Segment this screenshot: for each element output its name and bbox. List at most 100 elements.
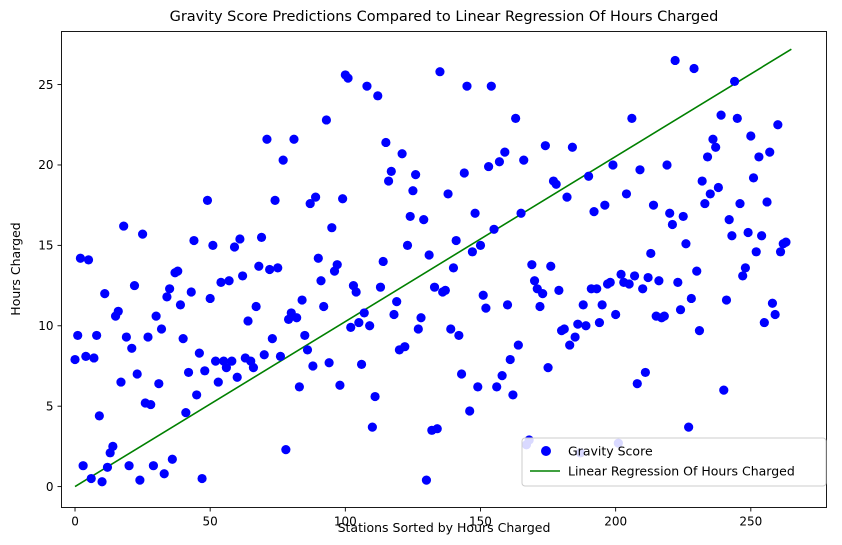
gravity-score-point [338, 194, 348, 204]
gravity-score-point [608, 160, 618, 170]
gravity-score-point [643, 272, 653, 283]
gravity-score-point [324, 358, 334, 368]
gravity-score-point [378, 256, 388, 267]
gravity-score-point [757, 231, 767, 241]
gravity-score-point [297, 295, 307, 305]
gravity-score-point [775, 247, 786, 257]
gravity-score-point [243, 316, 253, 326]
gravity-score-point [178, 334, 188, 344]
gravity-score-point [83, 255, 94, 265]
gravity-score-point [716, 110, 726, 120]
gravity-score-point [75, 253, 86, 263]
gravity-score-point [573, 319, 583, 329]
gravity-score-point [86, 473, 96, 484]
gravity-score-point [124, 461, 134, 471]
legend: Gravity Score Linear Regression Of Hours… [521, 437, 827, 487]
gravity-score-point [351, 287, 361, 297]
gravity-score-point [181, 408, 191, 418]
y-tick-label: 0 [46, 480, 54, 494]
gravity-score-point [727, 231, 737, 241]
gravity-score-point [365, 321, 375, 331]
gravity-score-point [386, 166, 396, 177]
gravity-score-point [632, 379, 642, 389]
gravity-score-point [416, 313, 426, 323]
gravity-score-point [435, 67, 445, 77]
legend-label-regression-line: Linear Regression Of Hours Charged [568, 464, 795, 479]
gravity-score-point [202, 195, 213, 205]
gravity-score-point [773, 120, 783, 130]
gravity-score-point [516, 208, 526, 218]
gravity-score-point [665, 208, 675, 218]
gravity-score-point [292, 313, 302, 323]
gravity-score-point [262, 134, 272, 144]
gravity-score-point [708, 134, 718, 144]
y-tick-label: 10 [38, 319, 53, 333]
gravity-score-point [440, 285, 450, 296]
gravity-score-point [183, 367, 194, 378]
x-axis: 0 50 100 150 200 250 [71, 507, 762, 529]
gravity-score-point [678, 211, 688, 222]
gravity-score-point [621, 189, 632, 199]
gravity-score-point [321, 115, 332, 125]
gravity-score-point [102, 462, 113, 472]
gravity-score-point [700, 198, 710, 209]
gravity-score-point [611, 309, 621, 320]
gravity-score-point [343, 73, 353, 83]
gravity-score-point [732, 113, 742, 123]
y-tick-label: 20 [38, 158, 53, 172]
gravity-score-point [719, 385, 729, 395]
gravity-score-point [559, 324, 569, 334]
gravity-score-point [205, 293, 215, 304]
gravity-score-point [270, 195, 280, 205]
gravity-score-point [535, 301, 545, 312]
gravity-score-point [256, 232, 267, 242]
gravity-score-point [743, 227, 753, 238]
gravity-score-point [210, 356, 221, 366]
gravity-score-point [554, 285, 564, 296]
gravity-score-point [346, 322, 356, 332]
y-tick-label: 15 [38, 239, 53, 253]
gravity-score-point [267, 334, 277, 344]
legend-marker-gravity-score [541, 446, 551, 456]
gravity-score-point [735, 198, 745, 209]
gravity-score-point [200, 366, 210, 376]
gravity-score-point [451, 235, 461, 246]
gravity-score-point [492, 382, 502, 392]
gravity-score-point [508, 390, 518, 400]
gravity-score-point [551, 179, 561, 189]
gravity-score-point [767, 298, 778, 308]
gravity-score-point [224, 276, 234, 286]
gravity-score-point [275, 351, 286, 361]
gravity-score-point [197, 473, 207, 484]
gravity-score-point [473, 382, 483, 392]
gravity-score-point [424, 250, 434, 260]
legend-label-gravity-score: Gravity Score [568, 444, 653, 459]
y-tick-label: 25 [38, 78, 53, 92]
gravity-score-point [629, 271, 640, 281]
gravity-score-point [305, 198, 315, 209]
gravity-score-point [711, 142, 721, 152]
gravity-score-point [484, 161, 494, 172]
gravity-score-point [762, 197, 772, 207]
gravity-score-point [689, 63, 699, 74]
gravity-score-point [675, 305, 686, 315]
gravity-score-point [175, 300, 186, 310]
gravity-score-point [713, 182, 723, 193]
gravity-score-point [173, 266, 183, 276]
gravity-score-point [273, 263, 283, 273]
gravity-score-point [592, 284, 602, 294]
gravity-score-point [673, 277, 683, 287]
gravity-score-point [221, 362, 231, 373]
gravity-score-point [478, 290, 488, 300]
gravity-score-point [356, 359, 367, 369]
gravity-score-point [594, 317, 605, 328]
gravity-score-point [519, 155, 529, 165]
gravity-score-point [459, 168, 469, 178]
gravity-score-point [359, 308, 369, 318]
gravity-score-point [565, 340, 575, 350]
gravity-score-point [754, 152, 764, 162]
gravity-score-point [648, 200, 659, 210]
gravity-score-point [389, 309, 399, 320]
gravity-score-point [78, 461, 88, 471]
gravity-score-point [627, 113, 637, 123]
